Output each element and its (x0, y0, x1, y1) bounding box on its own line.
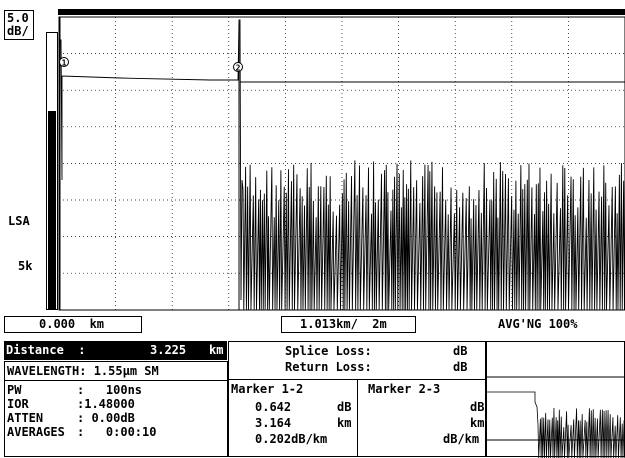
averaging-status: AVG'NG 100% (498, 317, 578, 331)
ior-label: IOR (7, 397, 29, 411)
distance-label: Distance : (6, 343, 86, 357)
distance-bar: Distance : 3.225 km (4, 341, 227, 360)
marker12-loss: 0.642 (255, 400, 292, 414)
return-loss-label: Return Loss: (285, 360, 372, 374)
mode-label: LSA (8, 214, 30, 228)
marker23-dist-unit: km (470, 416, 485, 430)
marker23-att-unit: dB/km (443, 432, 480, 446)
marker-1[interactable]: 1 (59, 17, 69, 310)
ior-value: :1.48000 (77, 397, 135, 411)
marker12-panel: Marker 1-2 0.642 dB 3.164 km 0.202dB/km (228, 379, 358, 457)
params-panel: WAVELENGTH: 1.55μm SM PW : 100ns IOR :1.… (4, 361, 228, 457)
distance-value: 3.225 (150, 343, 187, 357)
marker23-title: Marker 2-3 (368, 382, 441, 396)
top-bar (58, 9, 625, 15)
overview-trace (487, 376, 625, 458)
marker-2-label: 2 (236, 64, 241, 73)
otdr-trace (59, 19, 625, 311)
marker23-panel: Marker 2-3 dB km dB/km (357, 379, 486, 457)
scale-box: 5.0 dB/ (4, 10, 34, 40)
marker12-title: Marker 1-2 (231, 382, 304, 396)
marker12-dist: 3.164 (255, 416, 292, 430)
distance-unit: km (209, 343, 224, 357)
atten-value: : 0.00dB (77, 411, 135, 425)
pw-label: PW (7, 383, 22, 397)
params-divider (5, 380, 227, 381)
scale-unit: dB/ (7, 24, 29, 38)
level-slider[interactable] (46, 32, 58, 310)
splice-loss-label: Splice Loss: (285, 344, 372, 358)
level-slider-fill (48, 111, 56, 309)
atten-label: ATTEN (7, 411, 44, 425)
averages-label: AVERAGES (7, 425, 65, 439)
pw-value: : 100ns (77, 383, 143, 397)
window-width: 1.013km/ 2m (300, 317, 387, 331)
marker-2[interactable]: 2 (233, 22, 243, 310)
marker23-loss-unit: dB (470, 400, 485, 414)
splice-loss-unit: dB (453, 344, 468, 358)
return-loss-unit: dB (453, 360, 468, 374)
scale-top: 5.0 (7, 11, 29, 25)
marker-1-label: 1 (62, 59, 67, 68)
overview-panel[interactable] (486, 341, 625, 458)
cursor-position-box: 0.000 km (4, 316, 142, 333)
range-label: 5k (18, 259, 33, 273)
wavelength: WAVELENGTH: 1.55μm SM (7, 364, 159, 378)
marker12-loss-unit: dB (337, 400, 352, 414)
marker12-dist-unit: km (337, 416, 352, 430)
splice-panel: Splice Loss: dB Return Loss: dB (228, 341, 486, 380)
averages-value: : 0:00:10 (77, 425, 157, 439)
cursor-position: 0.000 km (39, 317, 105, 331)
window-width-box: 1.013km/ 2m (281, 316, 416, 333)
marker12-att: 0.202dB/km (255, 432, 328, 446)
